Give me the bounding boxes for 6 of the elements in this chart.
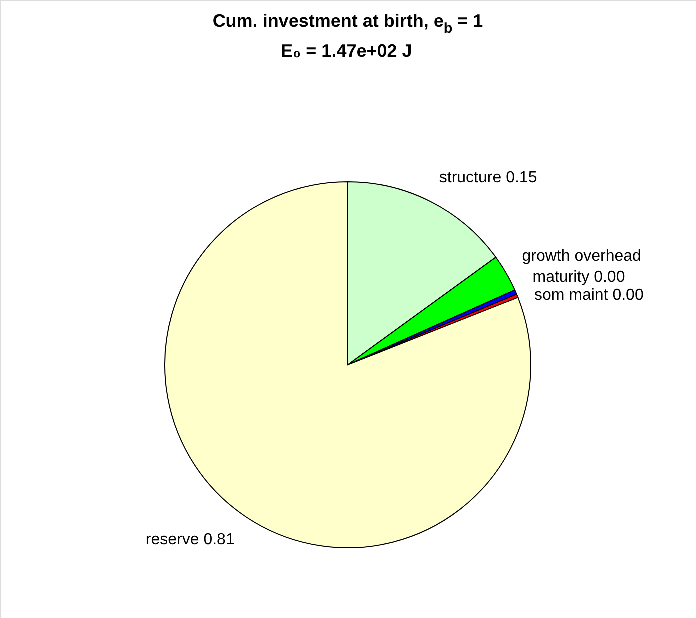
slice-label: som maint 0.00 [534, 287, 644, 304]
slice-label: maturity 0.00 [532, 269, 626, 286]
slice-label: growth overhead [522, 248, 642, 266]
slice-label: reserve 0.81 [146, 531, 235, 548]
chart-subtitle: E₀ = 1.47e+02 J [281, 41, 412, 61]
slice-label: structure 0.15 [439, 170, 538, 187]
